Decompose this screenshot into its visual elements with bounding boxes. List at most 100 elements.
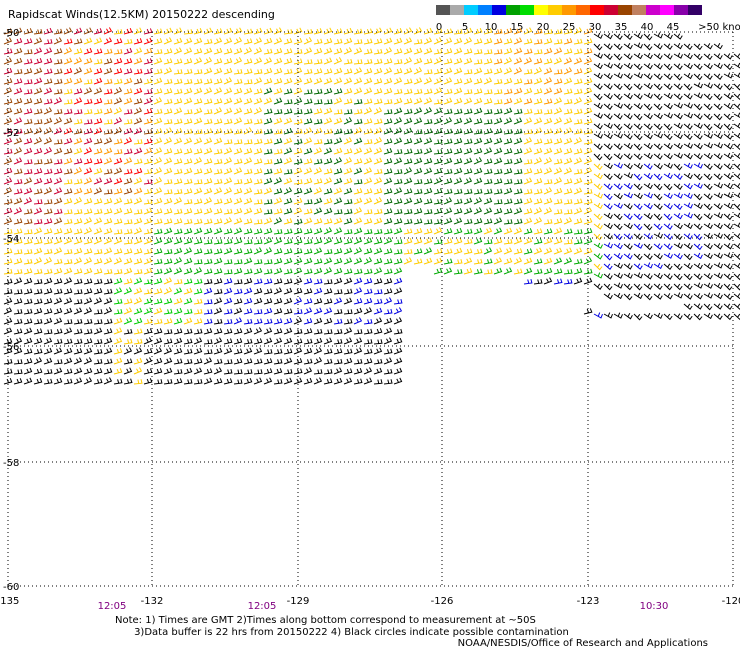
wind-barb [683,233,693,240]
wind-barb [83,167,93,175]
wind-barb [173,168,183,175]
wind-barb [93,258,103,265]
wind-barb [443,238,453,245]
wind-barb [693,133,703,140]
wind-barb [323,99,333,105]
wind-barb [333,308,343,315]
wind-barb [163,318,173,325]
wind-barb [593,43,603,51]
wind-barb [23,268,33,275]
wind-barb [53,258,63,265]
wind-barb [453,47,463,55]
wind-barb [713,232,723,239]
wind-barb [253,288,263,295]
wind-barb [663,133,673,141]
wind-barb [653,223,663,231]
wind-barb [53,28,63,35]
wind-barb [413,137,423,145]
wind-barb [213,257,223,265]
wind-barb [613,292,623,300]
latitude-label: -52 [3,128,19,139]
wind-barb [573,157,583,165]
wind-barb [703,273,713,280]
wind-barb [83,188,93,195]
wind-barb [673,313,683,320]
wind-barb [383,47,393,55]
wind-barb [563,228,573,235]
wind-barb [373,289,383,295]
wind-barb [243,87,253,95]
wind-barb [433,208,443,215]
wind-barb [283,68,293,75]
wind-barb [113,207,123,215]
wind-barb [573,57,583,65]
wind-barb [63,137,73,145]
wind-barb [343,247,353,255]
wind-barb [613,53,623,61]
wind-barb [633,113,643,121]
wind-barb [183,278,193,285]
wind-barb [703,93,713,101]
wind-barb [493,178,503,185]
wind-barb [123,228,133,235]
wind-barb [643,312,653,320]
wind-barb [103,119,113,125]
wind-barb [283,99,293,105]
wind-barb [483,269,493,275]
wind-barb [23,367,33,375]
wind-barb [563,117,573,125]
wind-barb [453,247,463,255]
wind-barb [153,228,163,235]
wind-barb [33,337,43,345]
wind-barb [343,77,353,85]
wind-barb [193,87,203,95]
wind-barb [363,328,373,335]
wind-barb [73,128,83,135]
wind-barb [503,138,513,145]
wind-barb [53,168,63,175]
wind-barb [243,327,253,335]
wind-barb [233,128,243,135]
wind-barb [73,298,83,305]
wind-barb [543,138,553,145]
wind-barb [23,308,33,315]
wind-barb [303,89,313,95]
wind-barb [363,339,373,345]
wind-barb [473,147,483,155]
wind-barb [493,137,503,145]
wind-barb [703,252,713,260]
wind-barb [473,177,483,185]
wind-barb [23,147,33,155]
wind-barb [243,108,253,115]
wind-barb [443,117,453,125]
wind-barb [293,109,303,115]
wind-barb [513,117,523,125]
wind-barb [343,377,353,385]
wind-barb [83,357,93,365]
wind-barb [303,208,313,215]
wind-barb [673,273,683,281]
wind-barb [83,328,93,335]
wind-barb [253,358,263,365]
wind-barb [73,97,83,105]
wind-barb [83,297,93,305]
wind-barb [543,218,553,225]
wind-barb [393,337,403,345]
wind-barb [93,227,103,235]
wind-barb [453,177,463,185]
wind-barb [683,202,693,209]
wind-barb [193,347,203,355]
wind-barb [633,183,643,191]
wind-barb [693,122,703,130]
wind-barb [643,123,653,130]
wind-barb [263,57,273,65]
wind-barb [383,147,393,155]
wind-barb [403,78,413,85]
wind-barb [333,117,343,125]
wind-barb [383,177,393,185]
wind-barb [93,217,103,225]
wind-barb [73,328,83,335]
wind-barb [113,229,123,235]
wind-barb [13,87,23,95]
wind-barb [173,58,183,65]
